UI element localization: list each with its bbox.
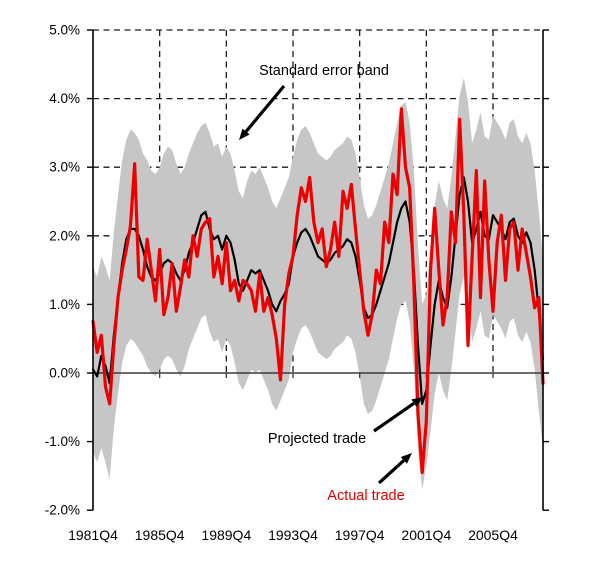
x-tick-label: 1997Q4 [335,527,385,543]
x-tick-label: 2005Q4 [468,527,518,543]
actual-trade-line [91,107,545,475]
annotation-projected-trade-arrow [373,401,415,433]
projected-trade-line [91,176,545,405]
x-tick-label: 1981Q4 [68,527,118,543]
y-tick-label: 5.0% [49,23,80,38]
y-tick-label: 3.0% [49,160,80,175]
y-tick-label: 1.0% [49,297,80,312]
y-tick-label: 2.0% [49,228,80,243]
x-tick-label: 1989Q4 [201,527,251,543]
annotation-projected-trade-label: Projected trade [268,431,366,447]
y-tick-label: -1.0% [45,434,80,449]
y-tick-label: -2.0% [45,503,80,518]
annotation-standard-error-band-label: Standard error band [259,63,389,79]
x-tick-label: 1985Q4 [135,527,185,543]
x-tick-label: 1993Q4 [268,527,318,543]
annotation-standard-error-band-arrow [244,84,286,133]
annotation-projected-trade-arrowhead [411,397,423,408]
y-tick-label: 4.0% [49,91,80,106]
annotation-actual-trade-label: Actual trade [327,488,404,504]
annotation-actual-trade-arrow [377,459,405,485]
annotation-actual-trade-arrowhead [400,453,412,464]
annotation-standard-error-band-arrowhead [239,128,250,140]
x-tick-label: 2001Q4 [401,527,451,543]
error-band-area [93,78,543,490]
y-tick-label: 0.0% [49,366,80,381]
